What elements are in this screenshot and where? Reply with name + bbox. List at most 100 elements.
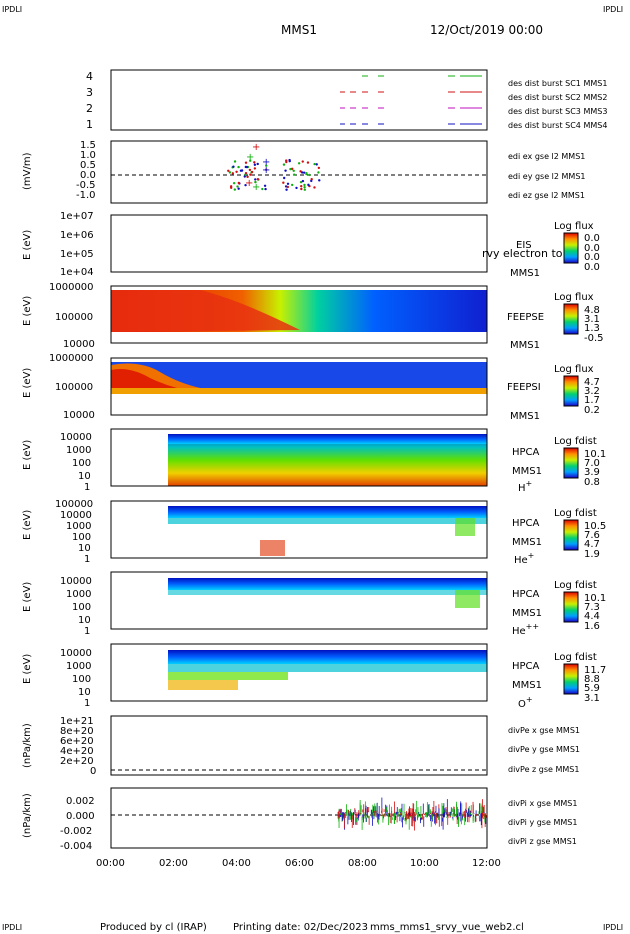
legend-divpe-x: divPe x gse MMS1 [508, 726, 580, 735]
y-axis-label: E (eV) [22, 368, 33, 398]
cbar-tick: 1.9 [584, 549, 600, 560]
chart-mark [289, 167, 292, 171]
y-tick: 1000 [66, 445, 91, 456]
chart-mark [253, 161, 256, 164]
x-tick: 04:00 [222, 858, 251, 869]
x-axis: 00:00 02:00 04:00 06:00 08:00 10:00 12:0… [96, 858, 501, 869]
panel-feepsi: 1000000 100000 10000 E (eV) FEEPSI MMS1 … [22, 353, 600, 422]
chart-mark [244, 171, 248, 175]
chart-mark [228, 171, 232, 174]
y-tick: 1e+21 [60, 716, 94, 727]
legend-edi-z: edi ez gse l2 MMS1 [508, 191, 585, 200]
y-tick: 10000 [63, 410, 95, 421]
instrument-label: HPCA [512, 518, 540, 529]
instrument-label: HPCA [512, 589, 540, 600]
footer-produced-by: Produced by cl (IRAP) [100, 922, 207, 933]
chart-mark [250, 170, 254, 174]
footer-script: mms_mms1_srvy_vue_web2.cl [370, 922, 524, 933]
chart-mark [301, 160, 304, 163]
chart-mark [244, 161, 248, 164]
y-tick: 1 [84, 626, 90, 637]
panel-hpca-h: 10000 1000 100 10 1 E (eV) HPCA MMS1 H+ … [22, 428, 606, 494]
y-tick: 1 [84, 554, 90, 565]
chart-mark [248, 159, 252, 162]
chart-mark: + [262, 165, 270, 176]
chart-mark [286, 182, 290, 185]
legend-edi-y: edi ey gse l2 MMS1 [508, 172, 586, 181]
panel-edi: 1.5 1.0 0.5 0.0 -0.5 -1.0 (mV/m) ++ ++++ … [22, 140, 586, 204]
chart-mark [256, 162, 259, 166]
legend-sc3: des dist burst SC3 MMS3 [508, 107, 607, 116]
chart-mark [254, 180, 257, 184]
spacecraft-label: MMS1 [510, 268, 540, 279]
chart-mark [282, 176, 286, 180]
chart-mark [317, 171, 320, 174]
chart-mark [249, 173, 252, 176]
y-tick: 8e+20 [60, 726, 94, 737]
y-tick: 100000 [55, 312, 93, 323]
spacecraft-label: MMS1 [510, 411, 540, 422]
x-tick: 02:00 [159, 858, 188, 869]
chart-mark [285, 188, 288, 191]
chart-mark: + [262, 157, 270, 168]
y-tick: -1.0 [76, 190, 96, 201]
chart-mark [307, 183, 310, 187]
y-tick: 10 [78, 687, 91, 698]
x-tick: 06:00 [285, 858, 314, 869]
corner-label-bl: IPDLI [2, 923, 22, 932]
chart-mark [305, 172, 308, 176]
y-tick: 6e+20 [60, 736, 94, 747]
y-axis-label: (nPa/km) [22, 793, 33, 838]
instrument-label: HPCA [512, 447, 540, 458]
y-axis-label: (mV/m) [22, 152, 33, 190]
cbar-tick: 0.8 [584, 477, 600, 488]
chart-mark [245, 165, 249, 169]
cbar-tick: 8.8 [584, 674, 600, 685]
y-tick: 1 [84, 698, 90, 709]
cbar-tick: 0.0 [584, 243, 600, 254]
chart-mark [253, 167, 257, 170]
chart-mark [292, 173, 296, 176]
y-tick: 1000 [66, 589, 91, 600]
y-tick: 0.002 [66, 796, 95, 807]
species-label: He+ [514, 551, 534, 566]
y-tick: 10000 [60, 510, 92, 521]
y-tick: 4 [86, 70, 93, 83]
spacecraft-label: MMS1 [512, 537, 542, 548]
y-tick: 10 [78, 471, 91, 482]
species-label: He++ [512, 622, 539, 637]
instrument-label: HPCA [512, 661, 540, 672]
chart-mark [317, 166, 321, 170]
cbar-tick: 10.5 [584, 521, 606, 532]
chart-mark [299, 170, 302, 173]
panel-eis: 1e+07 1e+06 1e+05 1e+04 E (eV) EIS rvy e… [22, 211, 600, 279]
x-tick: 12:00 [472, 858, 501, 869]
cbar-tick: 4.4 [584, 611, 600, 622]
chart-mark [265, 164, 268, 167]
chart-mark [231, 172, 235, 175]
chart-mark [315, 163, 318, 166]
panel-burst: 4 3 2 1 des dist burst SC1 MMS1 des dist… [86, 69, 607, 131]
colorbar-title: Log fdist [554, 508, 597, 519]
species-label: H+ [518, 479, 532, 494]
y-tick: 2 [86, 102, 93, 115]
y-tick: -0.004 [60, 841, 92, 852]
footer-printing-date: Printing date: 02/Dec/2023 [233, 922, 368, 933]
cbar-tick: 4.7 [584, 539, 600, 550]
y-tick: 4e+20 [60, 746, 94, 757]
x-tick: 00:00 [96, 858, 125, 869]
panel-hpca-he: 100000 10000 1000 100 10 1 E (eV) HPCA M… [22, 499, 606, 566]
chart-mark [246, 175, 249, 179]
chart-mark [261, 187, 264, 191]
y-tick: 1.5 [80, 140, 96, 151]
chart-mark [295, 186, 298, 190]
corner-label-tr: IPDLI [603, 5, 623, 14]
cbar-tick: 7.3 [584, 602, 600, 613]
cbar-tick: 0.2 [584, 405, 600, 416]
panel-hpca-he2: 10000 1000 100 10 1 E (eV) HPCA MMS1 He+… [22, 571, 606, 637]
y-tick: 1e+05 [60, 249, 94, 260]
chart-mark [297, 162, 301, 165]
chart-mark [264, 187, 267, 191]
y-tick: 100 [72, 458, 91, 469]
chart-mark [254, 178, 257, 181]
